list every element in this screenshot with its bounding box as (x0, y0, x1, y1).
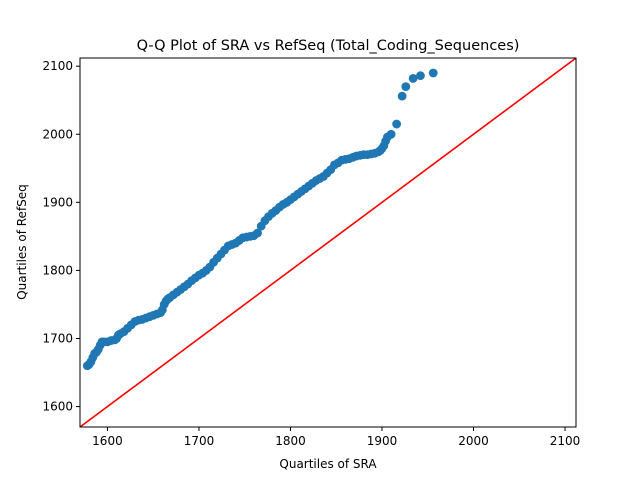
y-axis-label: Quartiles of RefSeq (15, 184, 29, 300)
x-tick-label: 1700 (184, 434, 215, 448)
y-tick-label: 1900 (42, 195, 73, 209)
x-tick-label: 2000 (458, 434, 489, 448)
data-point (253, 228, 262, 238)
y-axis: 1600 1700 1800 1900 2000 2100 (42, 59, 80, 414)
plot-area (80, 58, 576, 427)
chart-title: Q-Q Plot of SRA vs RefSeq (Total_Coding_… (137, 38, 520, 54)
plot-frame (79, 57, 577, 428)
data-point (428, 68, 438, 78)
x-tick-label: 1600 (92, 434, 123, 448)
y-tick-label: 1700 (42, 331, 73, 345)
data-point (386, 129, 396, 139)
y-tick-label: 2000 (42, 127, 73, 141)
data-point (408, 74, 418, 83)
y-tick-label: 1800 (42, 263, 73, 277)
data-point (416, 71, 425, 81)
x-axis-label: Quartiles of SRA (279, 457, 377, 471)
y-tick-label: 2100 (42, 59, 73, 73)
data-point (397, 91, 407, 101)
x-tick-label: 1900 (367, 434, 398, 448)
x-tick-label: 1800 (275, 434, 306, 448)
x-tick-label: 2100 (550, 434, 581, 448)
x-axis: 1600 1700 1800 1900 2000 2100 (92, 427, 580, 448)
reference-line (80, 58, 576, 427)
data-point (392, 119, 402, 129)
y-tick-label: 1600 (42, 400, 73, 414)
data-point (401, 82, 411, 91)
